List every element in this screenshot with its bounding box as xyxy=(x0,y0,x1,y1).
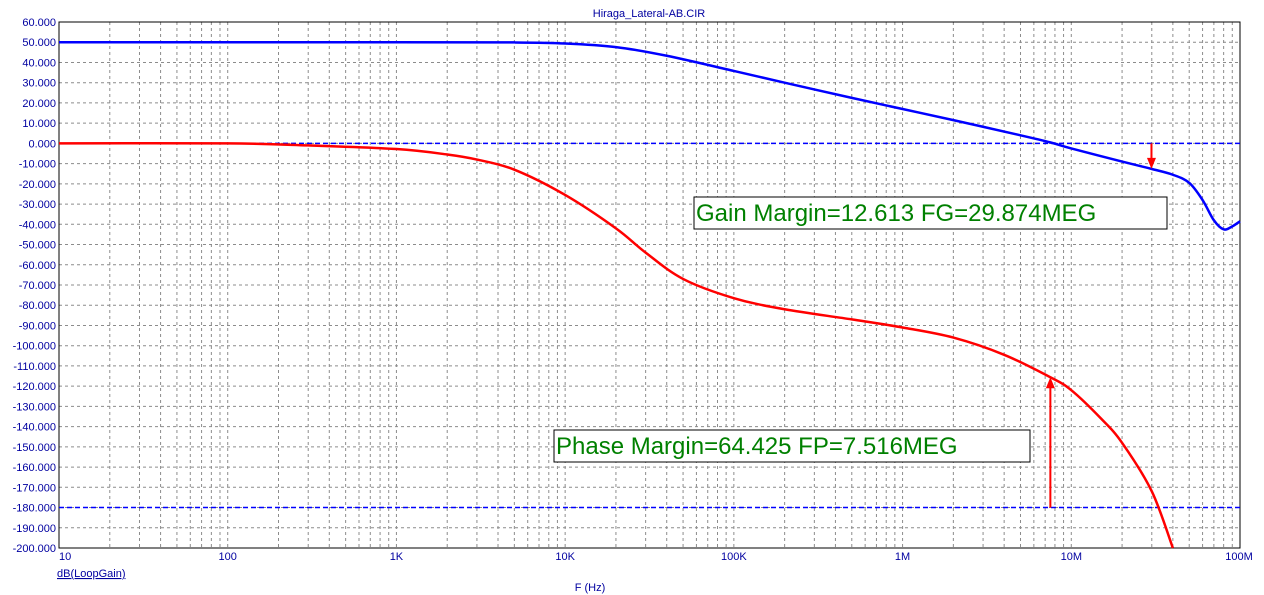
margin-marker-arrowhead-1 xyxy=(1045,377,1055,389)
x-tick-label: 100 xyxy=(219,551,237,563)
y-tick-label: 0.000 xyxy=(28,138,56,150)
y-tick-label: 20.000 xyxy=(22,98,56,110)
y-tick-label: -80.000 xyxy=(19,300,56,312)
series-line-1 xyxy=(58,141,1175,549)
trace-label[interactable]: dB(LoopGain) xyxy=(57,568,126,580)
y-tick-label: -90.000 xyxy=(19,320,56,332)
y-tick-label: 10.000 xyxy=(22,118,56,130)
y-tick-label: 60.000 xyxy=(22,17,56,29)
plot-frame xyxy=(58,21,1241,549)
y-tick-label: -40.000 xyxy=(19,219,56,231)
y-tick-label: -200.000 xyxy=(13,543,56,555)
x-axis-label: F (Hz) xyxy=(575,582,606,594)
y-tick-label: -120.000 xyxy=(13,381,56,393)
x-tick-label: 10M xyxy=(1061,551,1082,563)
y-tick-label: -160.000 xyxy=(13,462,56,474)
y-tick-labels: 60.000 50.000 40.000 30.000 20.000 10.000 0.00… xyxy=(13,17,56,555)
y-tick-label: -190.000 xyxy=(13,523,56,535)
gain-margin-text: Gain Margin=12.613 FG=29.874MEG xyxy=(696,200,1096,227)
chart-title: Hiraga_Lateral-AB.CIR xyxy=(593,8,706,20)
y-tick-label: 50.000 xyxy=(22,37,56,49)
phase-margin-annotation: Phase Margin=64.425 FP=7.516MEG xyxy=(553,429,1031,463)
y-tick-label: -140.000 xyxy=(13,422,56,434)
y-tick-label: 40.000 xyxy=(22,57,56,69)
y-tick-label: -30.000 xyxy=(19,199,56,211)
x-tick-label: 1K xyxy=(390,551,404,563)
y-tick-label: -130.000 xyxy=(13,401,56,413)
y-tick-label: -10.000 xyxy=(19,159,56,171)
x-tick-label: 100K xyxy=(721,551,747,563)
y-tick-label: -170.000 xyxy=(13,482,56,494)
x-tick-label: 100M xyxy=(1225,551,1253,563)
y-tick-label: -100.000 xyxy=(13,341,56,353)
x-tick-label: 10K xyxy=(555,551,575,563)
y-tick-label: -50.000 xyxy=(19,240,56,252)
gain-margin-annotation: Gain Margin=12.613 FG=29.874MEG xyxy=(693,196,1168,230)
margin-markers xyxy=(1045,143,1156,508)
margin-marker-arrowhead-0 xyxy=(1146,157,1156,169)
y-tick-label: -180.000 xyxy=(13,503,56,515)
phase-margin-text: Phase Margin=64.425 FP=7.516MEG xyxy=(556,433,958,460)
y-tick-label: -110.000 xyxy=(13,361,56,373)
gain-margin-box xyxy=(693,196,1168,230)
y-tick-label: -150.000 xyxy=(13,442,56,454)
y-tick-label: -60.000 xyxy=(19,260,56,272)
series-line-0 xyxy=(58,40,1241,231)
y-tick-label: -70.000 xyxy=(19,280,56,292)
x-tick-label: 1M xyxy=(895,551,910,563)
x-tick-labels: 10 100 1K 10K 100K 1M 10M 100M xyxy=(59,551,1253,563)
y-tick-label: -20.000 xyxy=(19,179,56,191)
x-tick-label: 10 xyxy=(59,551,71,563)
y-tick-label: 30.000 xyxy=(22,78,56,90)
series-layer xyxy=(58,40,1241,549)
phase-margin-box xyxy=(553,429,1031,463)
